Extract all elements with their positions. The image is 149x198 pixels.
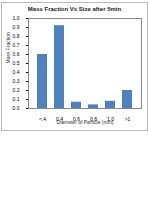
svg-text:>1: >1 [125, 116, 131, 122]
svg-text:<.4: <.4 [39, 116, 46, 122]
svg-text:0.6: 0.6 [13, 51, 20, 57]
svg-text:0.4: 0.4 [13, 69, 20, 75]
svg-text:0.3: 0.3 [13, 78, 20, 84]
svg-text:0.7: 0.7 [13, 42, 20, 48]
svg-text:0.5: 0.5 [13, 60, 20, 66]
svg-text:0.9: 0.9 [13, 24, 20, 30]
svg-text:1.0: 1.0 [13, 15, 20, 21]
svg-text:Mass Fraction: Mass Fraction [5, 32, 11, 64]
svg-text:Diameter of Particle (mm): Diameter of Particle (mm) [57, 119, 114, 125]
svg-text:0.1: 0.1 [13, 96, 20, 102]
svg-text:0.0: 0.0 [13, 105, 20, 111]
html-text:Mass Fraction Vs Size after 5m: Mass Fraction Vs Size after 5min [27, 6, 122, 12]
svg-text:0.8: 0.8 [13, 33, 20, 39]
svg-text:0.2: 0.2 [13, 87, 20, 93]
